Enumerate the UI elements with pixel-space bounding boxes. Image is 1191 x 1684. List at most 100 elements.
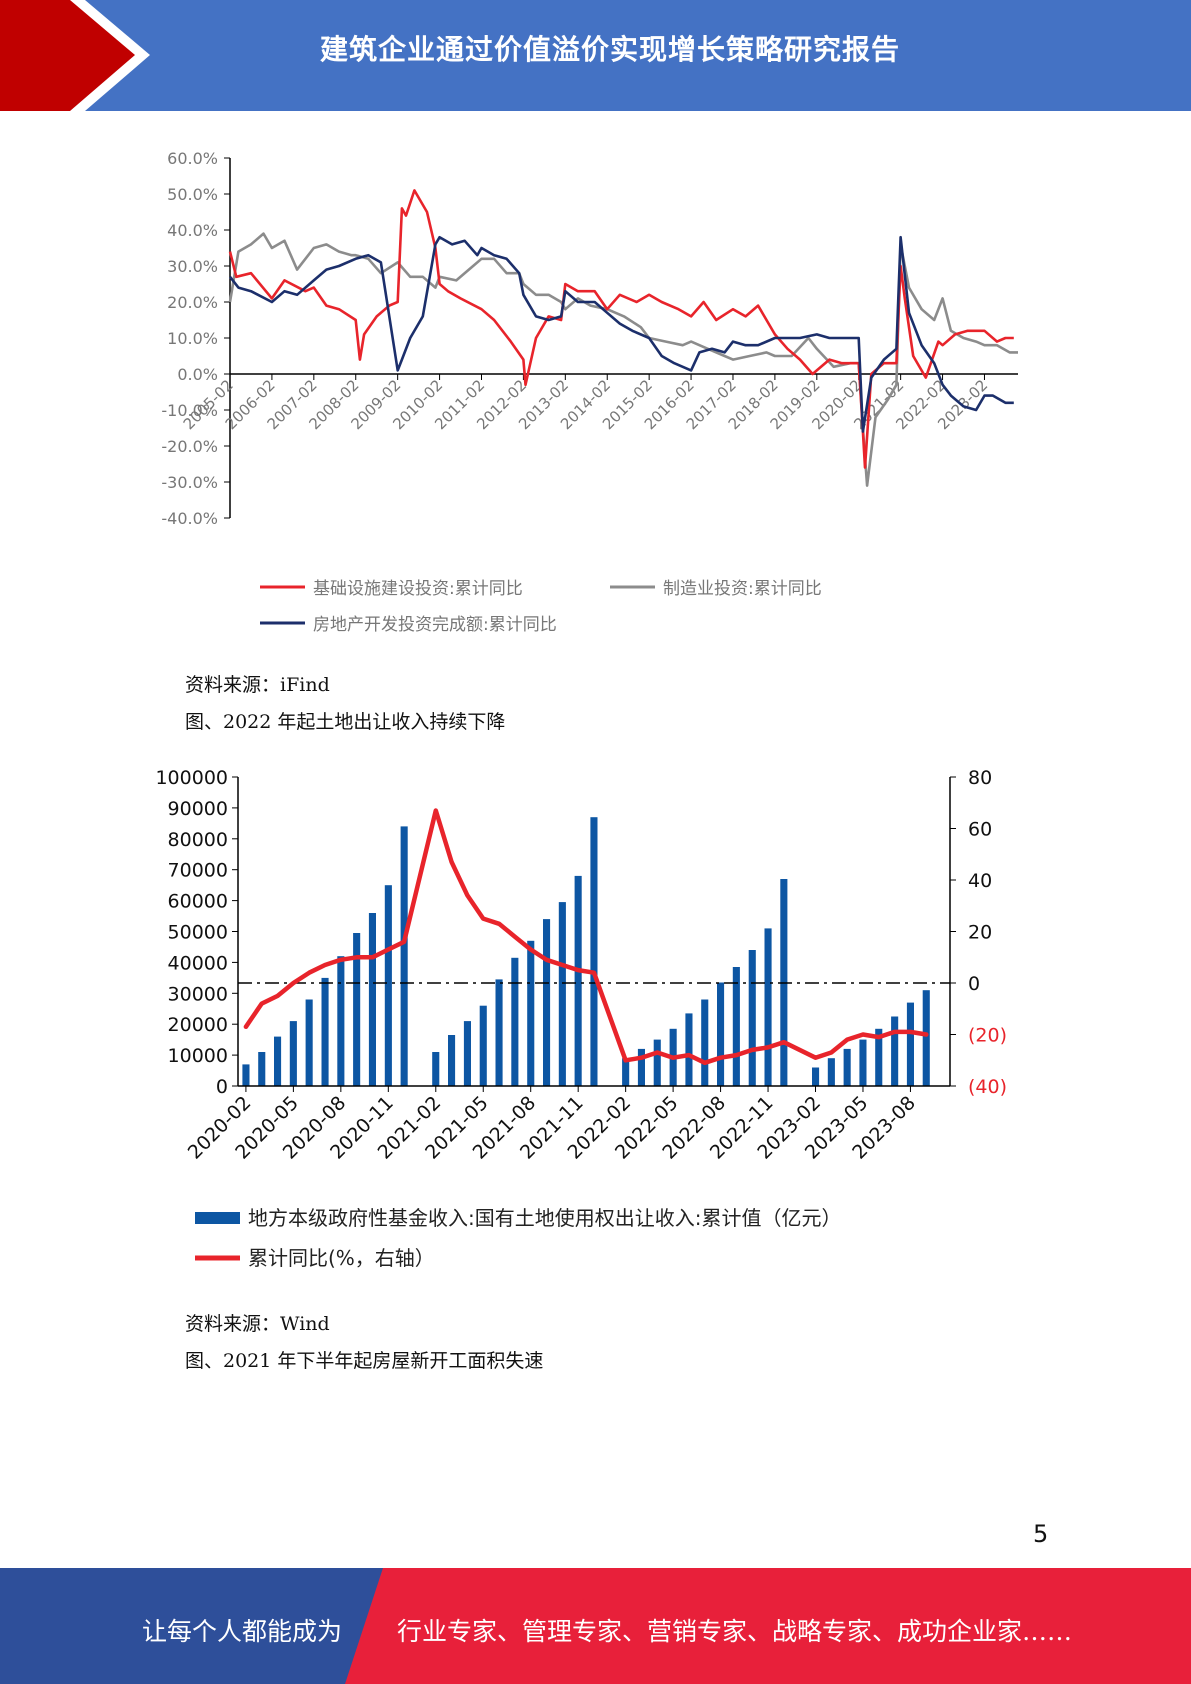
chart2-bar [812,1067,820,1086]
chart2-left-y-tick-label: 60000 [168,891,228,913]
chart2-bar [685,1013,693,1086]
figure-title-2: 图、2022 年起土地出让收入持续下降 [185,711,506,733]
chart2-right-y-tick-label: (20) [968,1025,1007,1047]
chart2-bar [432,1052,440,1086]
chart2-bar [353,933,361,1086]
chart1-y-tick-label: 20.0% [167,293,218,312]
chart1-y-tick-label: 30.0% [167,257,218,276]
chart2-right-y-tick-label: 0 [968,973,980,995]
chart2-bar [843,1048,851,1086]
chart2-right-y-tick-label: 60 [968,819,992,841]
chart2-bar [637,1048,645,1086]
chart2-bar [701,999,709,1086]
chart1-y-tick-label: 10.0% [167,329,218,348]
chart2-bar [321,977,329,1086]
chart2-left-y-tick-label: 40000 [168,952,228,974]
chart1-y-tick-label: 0.0% [177,365,218,384]
source-note-1: 资料来源：iFind [185,674,330,696]
chart2-left-y-tick-label: 90000 [168,798,228,820]
chart2-bar [574,875,582,1086]
page-title: 建筑企业通过价值溢价实现增长策略研究报告 [319,33,900,66]
chart2-bar [906,1002,914,1086]
chart2-bar [337,956,345,1086]
chart2-bar [653,1039,661,1086]
chart2-yoy-line [243,808,929,1066]
chart2-bar [463,1021,471,1086]
chart1-y-tick-label: -40.0% [161,509,218,528]
page-footer [0,1568,1191,1684]
figure-title-3: 图、2021 年下半年起房屋新开工面积失速 [185,1350,544,1372]
chart2-right-y-tick-label: 80 [968,767,992,789]
chart2-legend: 地方本级政府性基金收入:国有土地使用权出让收入:累计值（亿元） 累计同比(%，右… [195,1206,841,1270]
chart1-legend: 基础设施建设投资:累计同比 制造业投资:累计同比 房地产开发投资完成额:累计同比 [260,579,822,635]
chart2-right-y-tick-label: 20 [968,922,992,944]
chart2-bar [305,999,313,1086]
footer-slogan-right: 行业专家、管理专家、营销专家、战略专家、成功企业家…… [397,1617,1073,1646]
chart2-axes [232,776,956,1092]
legend-swatch-land-revenue [195,1212,240,1224]
chart2-bar [274,1036,282,1086]
chart2-left-y-tick-label: 80000 [168,829,228,851]
header-arrow [0,0,135,111]
land-revenue-bar-line-chart: 1000009000080000700006000050000400003000… [155,767,1007,1164]
chart2-bars [242,817,930,1086]
chart1-series-lines [228,189,1018,487]
chart2-bar [384,885,392,1086]
chart1-y-tick-label: 60.0% [167,149,218,168]
chart1-y-tick-labels: 60.0% 50.0% 40.0% 30.0% 20.0% 10.0% 0.0% -10.0%… [161,149,218,528]
chart2-bar [922,990,930,1086]
chart2-bar [558,902,566,1086]
chart2-bar [717,982,725,1086]
chart2-bar [748,950,756,1086]
legend-label-land-revenue: 地方本级政府性基金收入:国有土地使用权出让收入:累计值（亿元） [248,1206,841,1230]
chart1-y-tick-label: -10.0% [161,401,218,420]
investment-growth-line-chart: 2005-022006-022007-022008-022009-022010-… [161,149,1018,528]
chart2-bar [622,1058,630,1086]
legend-label-infrastructure: 基础设施建设投资:累计同比 [313,579,523,599]
chart2-bar [479,1005,487,1086]
chart2-x-tick-labels: 2020-022020-052020-082020-112021-022021-… [184,1092,920,1164]
chart2-bar [242,1064,250,1086]
legend-label-yoy: 累计同比(%，右轴） [248,1246,435,1270]
chart2-bar [448,1035,456,1086]
chart2-bar [495,979,503,1086]
chart2-bar [827,1058,835,1086]
footer-blue-band [0,1568,383,1684]
legend-label-manufacturing: 制造业投资:累计同比 [663,579,822,599]
chart2-left-y-tick-label: 70000 [168,860,228,882]
chart2-bar [590,817,598,1086]
chart2-bar [289,1021,297,1086]
chart2-yoy-line-path [243,808,929,1066]
chart2-left-y-tick-label: 10000 [168,1045,228,1067]
footer-slogan-left: 让每个人都能成为 [142,1617,343,1646]
chart1-series-line-2 [228,235,1014,433]
chart2-bar [527,940,535,1086]
chart2-right-y-tick-label: 40 [968,870,992,892]
chart2-bar [400,826,408,1086]
page-number: 5 [1033,1520,1049,1548]
chart2-left-y-tick-label: 20000 [168,1014,228,1036]
chart2-bar [875,1028,883,1086]
chart2-bar [258,1052,266,1086]
chart1-y-tick-label: -20.0% [161,437,218,456]
chart2-left-y-tick-label: 50000 [168,922,228,944]
chart2-bar [891,1016,899,1086]
chart1-y-tick-label: 50.0% [167,185,218,204]
chart2-bar [511,957,519,1086]
chart2-right-y-tick-label: (40) [968,1076,1007,1098]
chart1-y-tick-label: -30.0% [161,473,218,492]
chart2-bar [543,919,551,1086]
chart2-bar [732,967,740,1086]
chart2-right-y-tick-labels: 80 60 40 20 0 (20) (40) [968,767,1007,1098]
chart2-left-y-tick-label: 30000 [168,983,228,1005]
legend-label-real-estate: 房地产开发投资完成额:累计同比 [313,615,557,635]
chart2-bar [368,913,376,1086]
chart1-y-tick-label: 40.0% [167,221,218,240]
chart2-left-y-tick-label: 0 [216,1076,228,1098]
chart2-left-y-tick-labels: 1000009000080000700006000050000400003000… [155,767,228,1098]
header-band [0,0,1191,111]
chart2-left-y-tick-label: 100000 [155,767,228,789]
chart2-bar [764,928,772,1086]
page-header [0,0,1191,111]
source-note-2: 资料来源：Wind [185,1313,330,1335]
